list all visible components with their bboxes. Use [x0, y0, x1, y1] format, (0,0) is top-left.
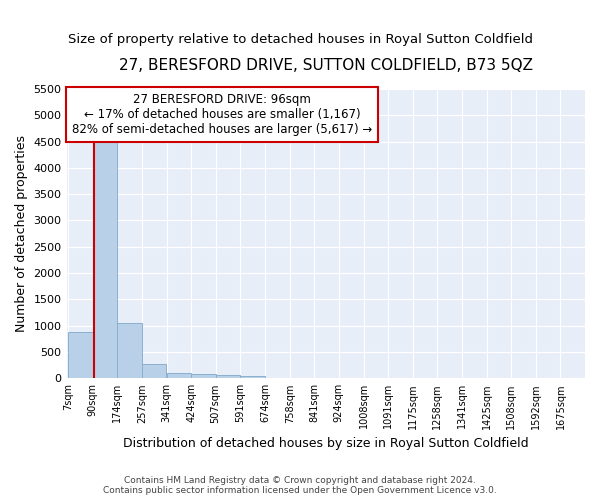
X-axis label: Distribution of detached houses by size in Royal Sutton Coldfield: Distribution of detached houses by size …: [123, 437, 529, 450]
Text: Size of property relative to detached houses in Royal Sutton Coldfield: Size of property relative to detached ho…: [67, 32, 533, 46]
Y-axis label: Number of detached properties: Number of detached properties: [15, 135, 28, 332]
Bar: [241, 376, 265, 378]
Text: Contains HM Land Registry data © Crown copyright and database right 2024.
Contai: Contains HM Land Registry data © Crown c…: [103, 476, 497, 495]
Bar: [191, 374, 215, 378]
Bar: [167, 373, 191, 378]
Bar: [215, 376, 240, 378]
Title: 27, BERESFORD DRIVE, SUTTON COLDFIELD, B73 5QZ: 27, BERESFORD DRIVE, SUTTON COLDFIELD, B…: [119, 58, 533, 72]
Bar: [142, 364, 166, 378]
Bar: [118, 322, 142, 378]
Bar: [68, 332, 92, 378]
Bar: [92, 139, 117, 378]
Text: 27 BERESFORD DRIVE: 96sqm
← 17% of detached houses are smaller (1,167)
82% of se: 27 BERESFORD DRIVE: 96sqm ← 17% of detac…: [72, 94, 372, 136]
